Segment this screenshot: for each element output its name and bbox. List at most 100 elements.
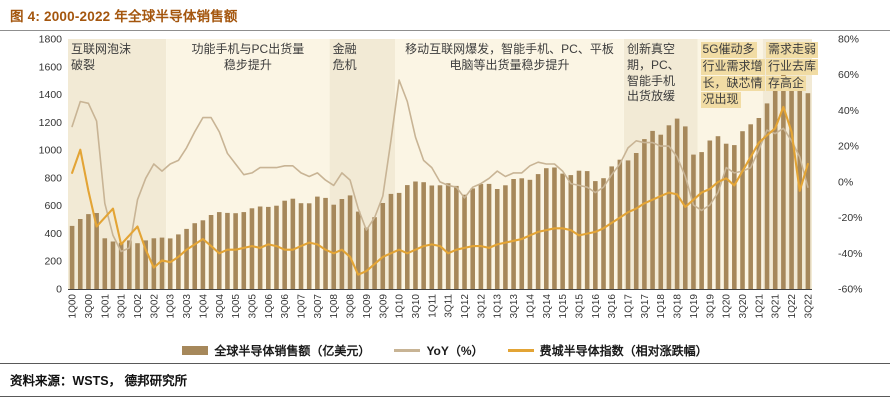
sales-bar bbox=[102, 238, 108, 289]
x-tick-label: 3Q11 bbox=[444, 294, 455, 318]
x-tick-label: 1Q17 bbox=[624, 294, 635, 319]
sales-bar bbox=[691, 154, 696, 289]
sales-bar bbox=[445, 183, 451, 289]
x-tick-label: 1Q20 bbox=[722, 294, 733, 319]
x-tick-label: 3Q03 bbox=[182, 294, 193, 319]
x-tick-label: 1Q13 bbox=[493, 294, 504, 319]
legend-label-sales: 全球半导体销售额（亿美元） bbox=[214, 343, 371, 358]
source-text: 资料来源：WSTS， 德邦研究所 bbox=[10, 374, 188, 388]
axis-tick-label: 0 bbox=[56, 284, 62, 296]
x-tick-label: 3Q15 bbox=[574, 294, 585, 319]
sales-bar bbox=[576, 170, 582, 289]
axis-tick-label: 60% bbox=[838, 69, 859, 81]
x-tick-label: 3Q08 bbox=[346, 294, 357, 319]
sales-bar bbox=[380, 203, 386, 289]
sales-bar bbox=[208, 215, 214, 289]
sales-bar bbox=[789, 78, 794, 289]
sales-bar bbox=[118, 242, 124, 290]
x-tick-label: 3Q07 bbox=[313, 294, 324, 319]
sales-bar bbox=[167, 238, 173, 289]
x-tick-label: 3Q18 bbox=[673, 294, 684, 319]
sales-bar bbox=[405, 185, 410, 289]
period-band bbox=[68, 39, 167, 289]
sales-bar bbox=[797, 77, 803, 289]
sales-bar bbox=[781, 74, 786, 289]
figure-title: 图 4: 2000-2022 年全球半导体销售额 bbox=[10, 9, 238, 24]
sales-bar bbox=[192, 223, 198, 289]
sales-bar bbox=[396, 192, 402, 289]
x-tick-label: 3Q13 bbox=[509, 294, 520, 319]
sales-bar bbox=[388, 193, 394, 289]
figure-header: 图 4: 2000-2022 年全球半导体销售额 bbox=[0, 0, 890, 31]
sales-bar bbox=[666, 125, 672, 290]
sales-bar bbox=[462, 194, 467, 289]
source-note: 资料来源：WSTS， 德邦研究所 bbox=[0, 363, 890, 397]
sales-bar bbox=[77, 219, 83, 289]
axis-tick-label: 20% bbox=[838, 141, 859, 153]
sales-bar bbox=[715, 136, 721, 289]
axis-tick-label: -60% bbox=[838, 284, 863, 296]
axis-tick-label: 0% bbox=[838, 176, 853, 188]
axis-tick-label: 1600 bbox=[39, 61, 63, 73]
sales-bar bbox=[233, 213, 238, 289]
x-tick-label: 1Q00 bbox=[68, 294, 79, 319]
sales-bar bbox=[151, 238, 157, 289]
sales-bar bbox=[772, 87, 778, 290]
sales-bar-swatch bbox=[182, 345, 209, 355]
legend-item-sales: 全球半导体销售额（亿美元） bbox=[182, 342, 370, 359]
axis-tick-label: 1200 bbox=[39, 117, 63, 129]
sales-bar bbox=[454, 185, 459, 289]
sales-bar bbox=[355, 211, 361, 289]
legend-label-sox: 费城半导体指数（相对涨跌幅） bbox=[539, 343, 708, 358]
x-tick-label: 3Q10 bbox=[411, 294, 422, 319]
sales-bar bbox=[470, 188, 475, 289]
sales-bar bbox=[584, 171, 590, 289]
chart-legend: 全球半导体销售额（亿美元） YoY（%） 费城半导体指数（相对涨跌幅） bbox=[0, 341, 890, 359]
x-tick-label: 3Q04 bbox=[215, 294, 226, 319]
x-tick-label: 3Q14 bbox=[542, 294, 553, 319]
legend-item-yoy: YoY（%） bbox=[394, 342, 484, 359]
sales-bar bbox=[699, 152, 704, 289]
period-band bbox=[166, 39, 330, 289]
period-band bbox=[395, 39, 624, 289]
sales-bar bbox=[347, 195, 353, 289]
sales-bar bbox=[364, 227, 369, 289]
x-tick-label: 1Q06 bbox=[264, 294, 275, 319]
sales-bar bbox=[437, 185, 443, 290]
axis-tick-label: 800 bbox=[44, 172, 62, 184]
x-tick-label: 1Q07 bbox=[297, 294, 308, 319]
sales-bar bbox=[658, 134, 664, 289]
legend-label-yoy: YoY（%） bbox=[426, 343, 484, 358]
x-tick-label: 3Q20 bbox=[738, 294, 749, 319]
axis-tick-label: 40% bbox=[838, 105, 859, 117]
axis-tick-label: -40% bbox=[838, 248, 863, 260]
sales-bar bbox=[323, 197, 328, 289]
sales-bar bbox=[372, 217, 377, 289]
x-tick-label: 1Q08 bbox=[329, 294, 340, 319]
sox-index-line bbox=[71, 105, 809, 276]
axis-tick-label: 80% bbox=[838, 34, 859, 46]
sales-bar bbox=[805, 93, 811, 289]
sales-bar bbox=[748, 124, 753, 289]
sales-bar bbox=[486, 183, 492, 289]
x-tick-label: 3Q12 bbox=[476, 294, 487, 319]
sales-bar bbox=[216, 212, 222, 289]
sales-bar bbox=[723, 143, 729, 289]
sales-bar bbox=[69, 225, 75, 289]
x-tick-label: 3Q00 bbox=[84, 294, 95, 319]
sales-bar bbox=[650, 130, 655, 289]
x-tick-label: 3Q05 bbox=[247, 294, 258, 319]
sales-bar bbox=[756, 118, 762, 289]
sales-bar bbox=[413, 181, 418, 289]
sales-bar bbox=[225, 212, 230, 289]
x-tick-label: 3Q21 bbox=[771, 294, 782, 319]
sales-bar bbox=[421, 182, 426, 289]
x-tick-label: 3Q17 bbox=[640, 294, 651, 319]
sales-bar bbox=[249, 208, 255, 289]
x-tick-label: 1Q16 bbox=[591, 294, 602, 319]
yoy-line bbox=[71, 79, 809, 253]
x-tick-label: 3Q09 bbox=[378, 294, 389, 319]
sales-bar bbox=[282, 200, 287, 289]
x-tick-label: 1Q03 bbox=[166, 294, 177, 319]
